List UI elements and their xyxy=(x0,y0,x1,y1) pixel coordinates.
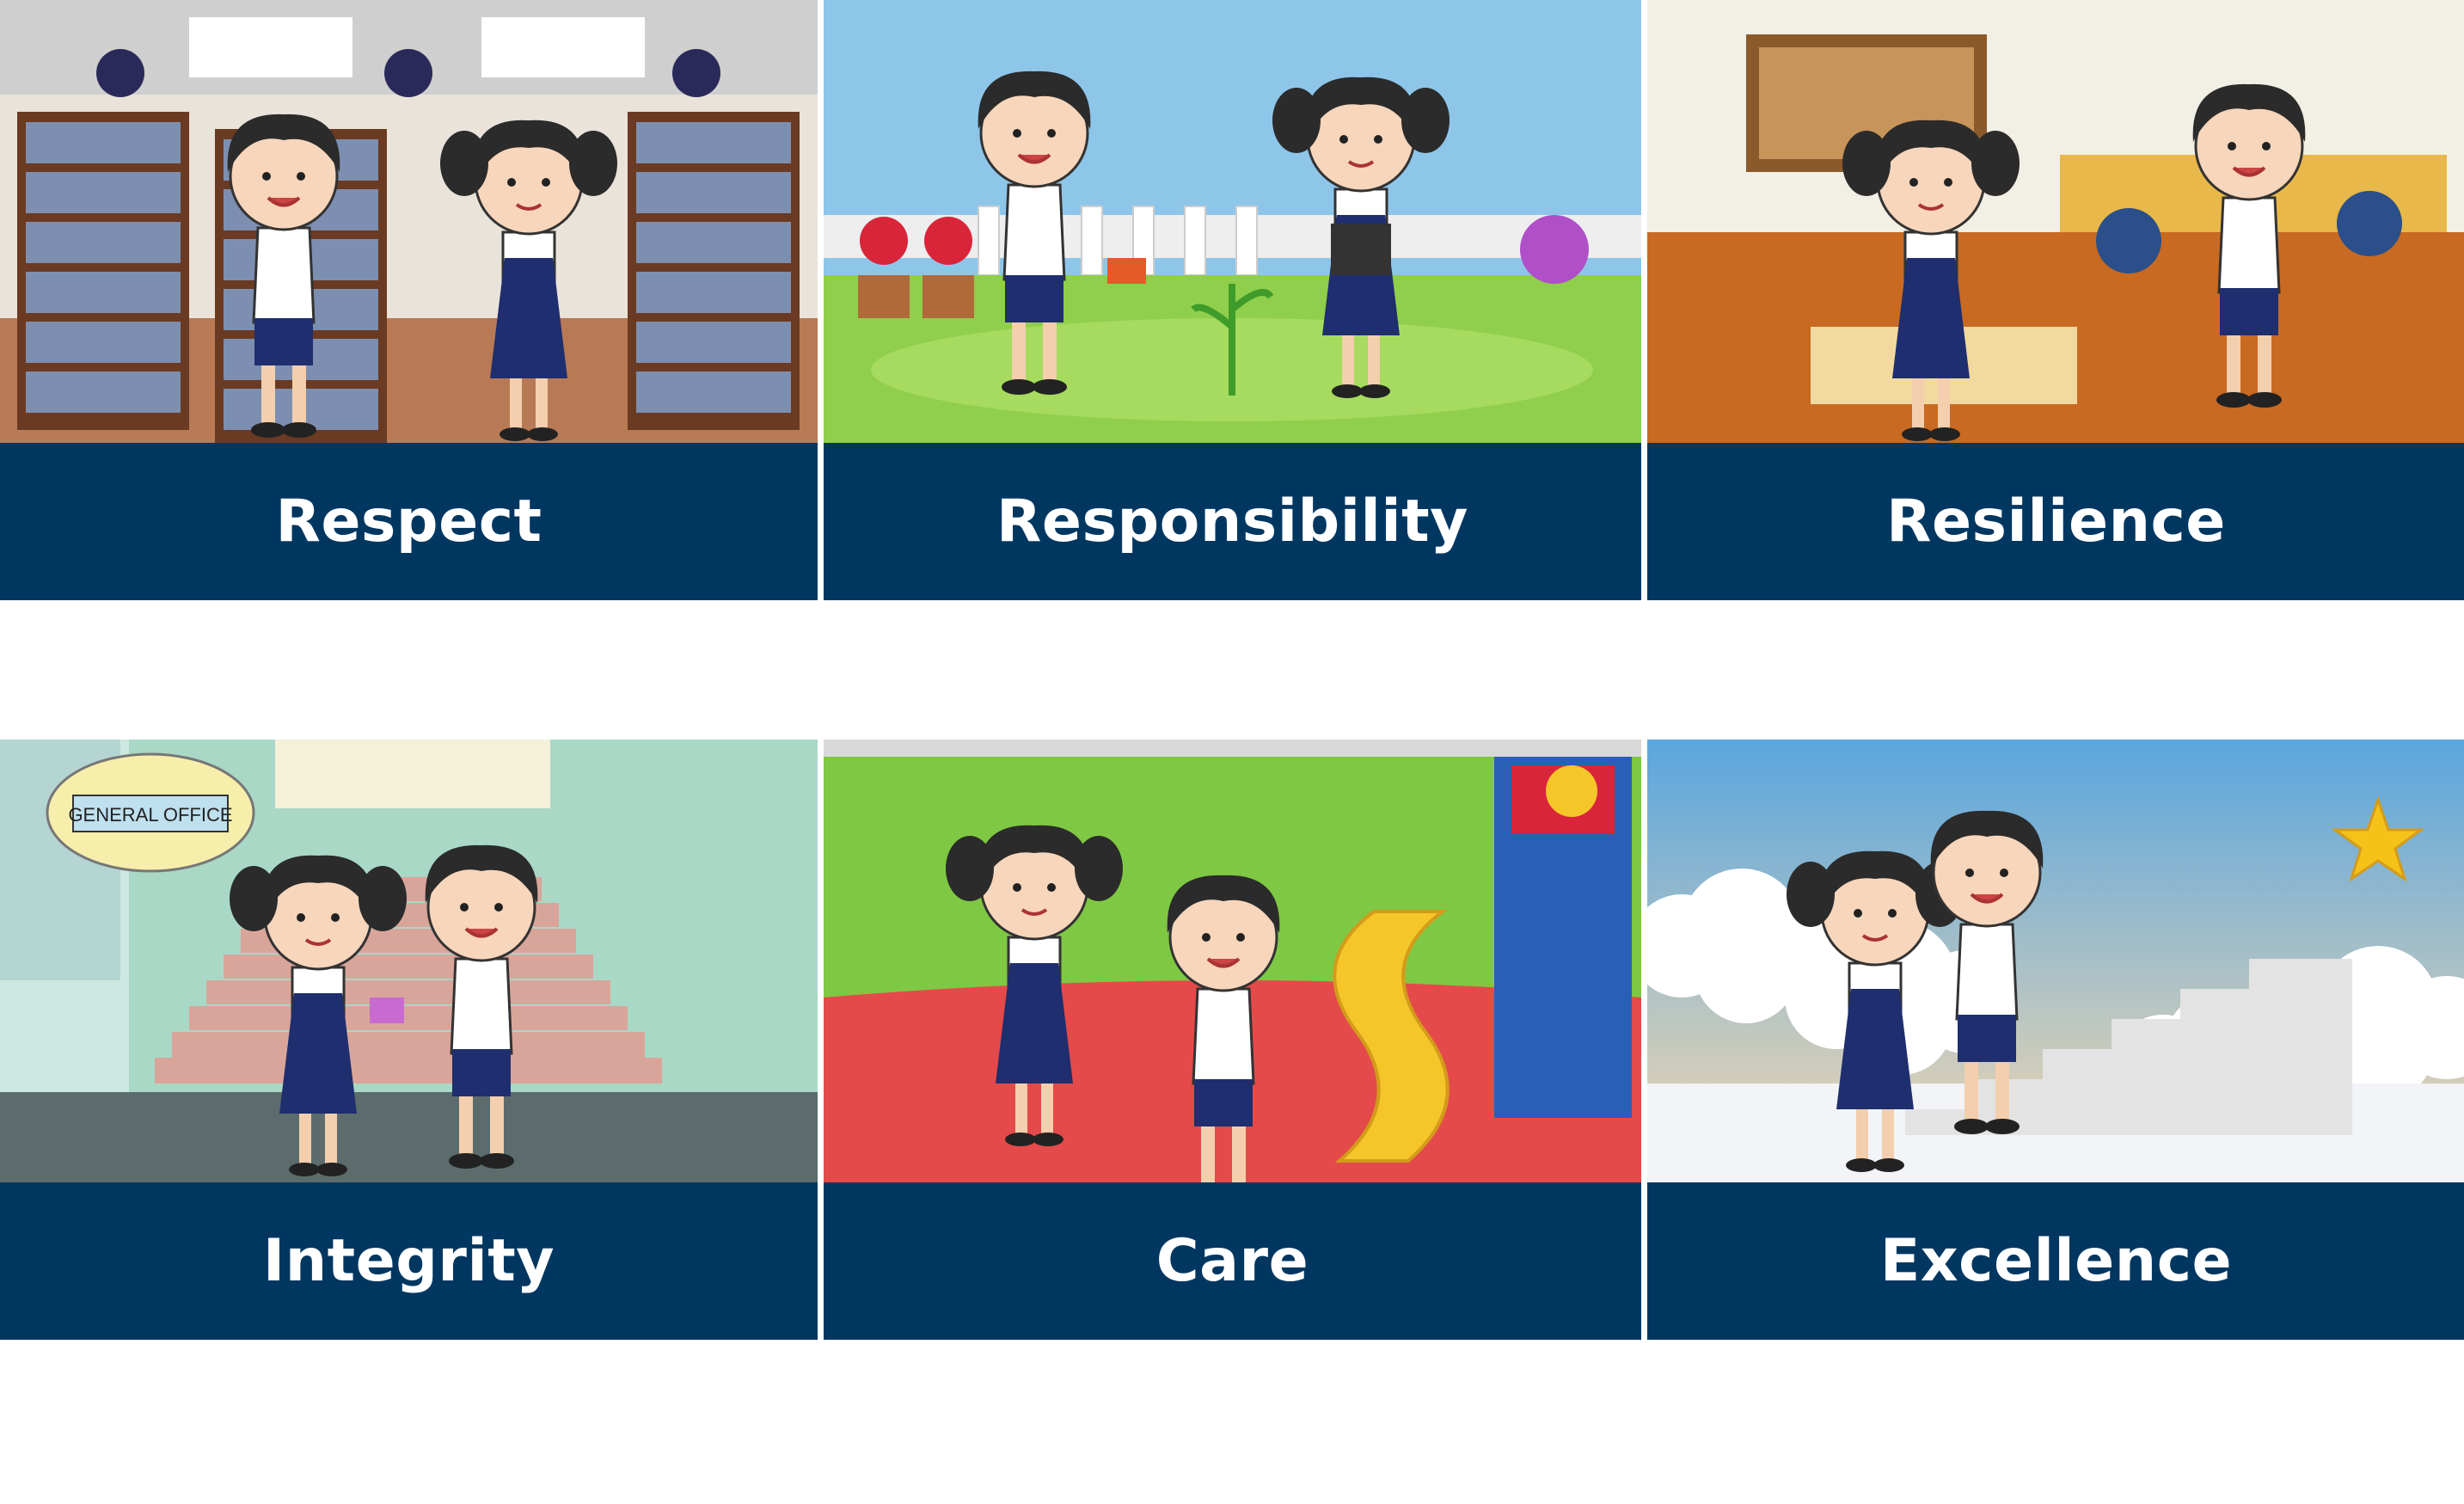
value-label: Care xyxy=(1155,1227,1309,1295)
value-card-responsibility: Responsibility xyxy=(824,0,1641,600)
value-banner: Resilience xyxy=(1647,443,2464,600)
staircase-scene-illustration: GENERAL OFFICE xyxy=(0,740,818,1182)
value-card-respect: Respect xyxy=(0,0,818,600)
value-label: Responsibility xyxy=(996,488,1468,556)
classroom-scene-illustration xyxy=(1647,0,2464,443)
value-card-resilience: Resilience xyxy=(1647,0,2464,600)
playground-scene-illustration xyxy=(824,740,1641,1182)
clouds-stairs-scene-illustration xyxy=(1647,740,2464,1182)
general-office-sign: GENERAL OFFICE xyxy=(68,804,232,826)
value-label: Integrity xyxy=(262,1227,555,1295)
value-label: Resilience xyxy=(1886,488,2226,556)
value-banner: Excellence xyxy=(1647,1182,2464,1340)
garden-scene-illustration xyxy=(824,0,1641,443)
value-banner: Respect xyxy=(0,443,818,600)
value-banner: Responsibility xyxy=(824,443,1641,600)
value-label: Excellence xyxy=(1879,1227,2233,1295)
value-card-care: Care xyxy=(824,740,1641,1340)
library-scene-illustration xyxy=(0,0,818,443)
value-banner: Integrity xyxy=(0,1182,818,1340)
value-card-integrity: GENERAL OFFICE Integrity xyxy=(0,740,818,1340)
value-label: Respect xyxy=(275,488,542,556)
value-card-excellence: Excellence xyxy=(1647,740,2464,1340)
value-banner: Care xyxy=(824,1182,1641,1340)
